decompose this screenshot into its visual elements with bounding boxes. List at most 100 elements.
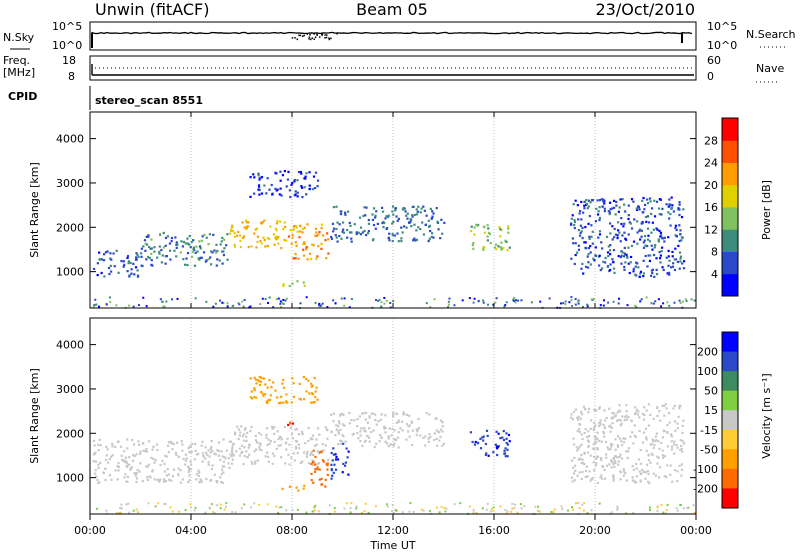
data-cell bbox=[337, 425, 340, 428]
data-cell bbox=[107, 266, 111, 270]
data-cell bbox=[637, 410, 640, 413]
data-cell bbox=[391, 239, 394, 243]
data-cell bbox=[229, 228, 233, 232]
nsky-dot bbox=[321, 33, 323, 35]
data-cell bbox=[645, 436, 648, 439]
nsky-dot bbox=[313, 38, 315, 40]
data-cell bbox=[587, 205, 590, 208]
data-cell bbox=[429, 435, 432, 439]
data-cell bbox=[645, 449, 648, 453]
scatter-cell bbox=[165, 300, 168, 303]
data-cell bbox=[227, 462, 230, 465]
data-cell bbox=[280, 456, 283, 459]
data-cell bbox=[318, 468, 321, 471]
scatter-cell bbox=[105, 509, 108, 512]
data-cell bbox=[359, 430, 362, 433]
data-cell bbox=[375, 210, 378, 213]
data-cell bbox=[249, 396, 253, 399]
data-cell bbox=[391, 222, 394, 225]
colorbar-tick-label: 4 bbox=[711, 268, 718, 281]
data-cell bbox=[473, 443, 477, 446]
data-cell bbox=[179, 251, 182, 254]
data-cell bbox=[111, 454, 114, 457]
data-cell bbox=[343, 424, 346, 427]
data-cell bbox=[661, 449, 664, 452]
data-cell bbox=[421, 221, 424, 224]
data-cell bbox=[269, 398, 272, 401]
data-cell bbox=[265, 192, 268, 195]
data-cell bbox=[612, 462, 615, 466]
data-cell bbox=[634, 273, 637, 276]
data-cell bbox=[306, 223, 309, 226]
data-cell bbox=[651, 453, 654, 457]
scatter-cell bbox=[530, 301, 533, 304]
scatter-cell bbox=[385, 299, 388, 302]
data-cell bbox=[573, 220, 577, 224]
data-cell bbox=[620, 217, 623, 220]
data-cell bbox=[277, 437, 280, 441]
data-cell bbox=[387, 437, 390, 440]
data-cell bbox=[621, 251, 624, 254]
data-cell bbox=[215, 264, 218, 267]
data-cell bbox=[651, 248, 654, 251]
data-cell bbox=[134, 473, 137, 476]
data-cell bbox=[243, 226, 246, 229]
data-cell bbox=[431, 210, 434, 213]
data-cell bbox=[254, 228, 257, 231]
data-cell bbox=[150, 456, 153, 459]
data-cell bbox=[172, 468, 175, 471]
data-cell bbox=[221, 455, 224, 458]
data-cell bbox=[623, 203, 626, 206]
nave-label: Nave bbox=[756, 62, 784, 75]
data-cell bbox=[294, 428, 297, 431]
data-cell bbox=[608, 407, 611, 410]
data-cell bbox=[643, 413, 646, 417]
data-cell bbox=[621, 234, 624, 237]
data-cell bbox=[629, 222, 632, 225]
data-cell bbox=[207, 242, 210, 246]
scatter-cell bbox=[673, 301, 676, 304]
data-cell bbox=[580, 230, 583, 233]
data-cell bbox=[395, 421, 398, 424]
data-cell bbox=[411, 429, 414, 432]
data-cell bbox=[127, 260, 131, 263]
data-cell bbox=[479, 437, 482, 440]
data-cell bbox=[659, 235, 662, 238]
data-cell bbox=[404, 210, 407, 213]
scatter-cell bbox=[654, 300, 657, 303]
data-cell bbox=[648, 259, 652, 263]
data-cell bbox=[170, 479, 173, 482]
freq-unit: [MHz] bbox=[3, 66, 35, 79]
data-cell bbox=[570, 476, 574, 479]
data-cell bbox=[302, 375, 306, 379]
data-cell bbox=[374, 413, 377, 416]
scatter-cell bbox=[119, 507, 122, 510]
data-cell bbox=[410, 218, 413, 222]
data-cell bbox=[409, 220, 412, 223]
data-cell bbox=[581, 462, 584, 465]
scatter-cell bbox=[163, 503, 166, 506]
scatter-cell bbox=[656, 509, 659, 512]
data-cell bbox=[175, 453, 178, 457]
data-cell bbox=[298, 224, 302, 227]
data-cell bbox=[338, 422, 341, 425]
data-cell bbox=[655, 200, 659, 203]
data-cell bbox=[631, 431, 634, 434]
data-cell bbox=[324, 478, 327, 481]
data-cell bbox=[620, 254, 623, 257]
data-cell bbox=[298, 447, 301, 450]
data-cell bbox=[94, 469, 97, 472]
data-cell bbox=[578, 423, 582, 426]
data-cell bbox=[639, 272, 642, 275]
data-cell bbox=[239, 431, 242, 434]
data-cell bbox=[257, 174, 260, 177]
data-cell bbox=[682, 267, 686, 270]
data-cell bbox=[603, 207, 606, 210]
scatter-cell bbox=[511, 507, 514, 510]
data-cell bbox=[356, 432, 359, 435]
data-cell bbox=[279, 170, 282, 173]
data-cell bbox=[616, 234, 619, 237]
nsky-dot bbox=[328, 38, 331, 41]
data-cell bbox=[619, 471, 623, 474]
scatter-cell bbox=[574, 303, 577, 306]
